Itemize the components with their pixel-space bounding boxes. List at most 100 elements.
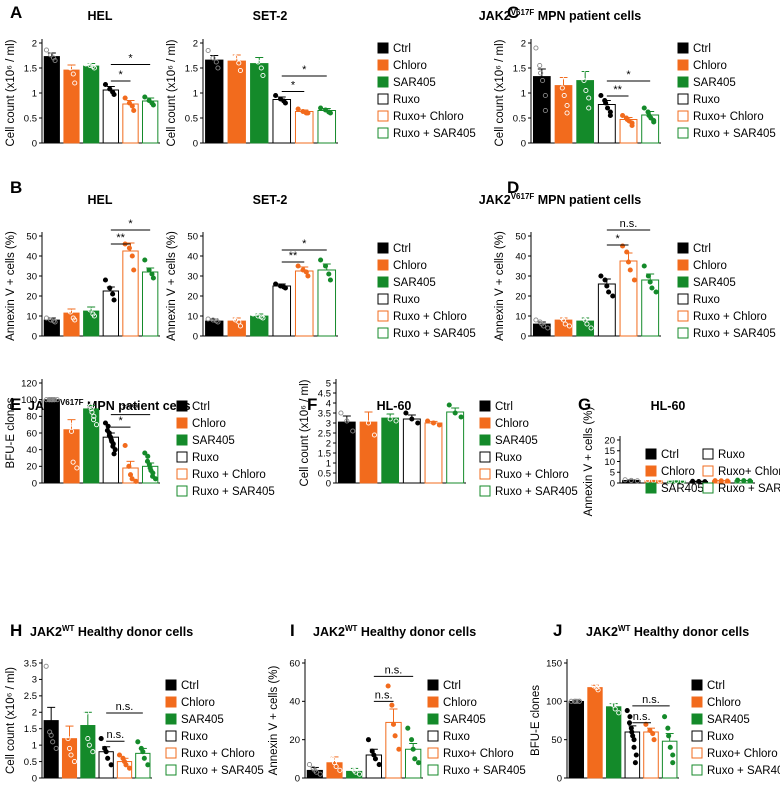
panel-label: D [507,178,519,197]
panel-h: H JAK2WT Healthy donor cells 0 0.5 1 1.5 2 2.5 3… [5,621,264,784]
data-point [586,95,592,101]
significance-label: * [128,218,133,230]
y-tick-label: 40 [26,445,37,456]
panel-j: J JAK2WT Healthy donor cells 0 50 100 150 BFU-… [530,621,780,784]
y-tick-label: 4.5 [318,388,331,399]
legend-label: Ruxo [393,294,420,306]
data-point [135,739,141,745]
data-point [645,477,651,483]
y-tick-label: 1.5 [24,724,37,735]
legend: Ctrl Chloro SAR405 Ruxo Ruxo + Chloro Ruxo + … [176,400,275,498]
data-point [89,409,95,415]
legend-label: Ctrl [693,243,711,255]
data-point [555,62,561,69]
data-point [50,739,56,745]
data-point [425,418,431,424]
data-point [365,420,372,426]
data-point [102,81,109,88]
panel-title-sup: WT [62,624,75,633]
legend-swatch [176,400,188,412]
bar [381,417,400,484]
legend-label: Ctrl [661,449,679,461]
data-point [649,285,655,291]
data-point [210,317,216,323]
y-tick-label: 0 [521,331,526,342]
y-tick-label: 0 [610,478,615,489]
legend-label: Ruxo + SAR405 [443,765,526,777]
data-point [405,725,411,731]
panel-label: F [307,395,317,414]
data-point [122,442,128,449]
panel-title: JAK2V617F MPN patient cells [479,8,642,23]
data-point [667,478,673,484]
panel-label: I [290,621,295,640]
legend-swatch [645,448,657,460]
panel-label: J [553,621,562,640]
bar [446,411,465,484]
y-tick-label: 0 [193,138,198,149]
data-point [606,694,612,701]
data-point [215,319,221,325]
significance-label: n.s. [106,729,124,741]
legend-label: Ruxo + SAR405 [393,328,476,340]
legend-label: Ctrl [495,401,513,413]
data-point [415,420,421,426]
panel-title-main: JAK2 [479,193,511,207]
data-point [91,65,97,71]
legend-label: Ruxo + SAR405 [718,483,780,495]
data-point [628,477,634,483]
data-point [63,57,69,64]
y-tick-label: 1 [193,88,198,99]
data-point [67,309,73,315]
data-point [228,313,234,319]
bar [359,421,378,484]
legend: Ctrl Chloro SAR405 Ruxo Ruxo+ Chloro Ruxo + S… [645,448,780,495]
y-tick-label: 10 [26,311,37,322]
legend: Ctrl Chloro SAR405 Ruxo Ruxo+ Chloro Ruxo + S… [677,42,776,140]
y-tick-label: 1.5 [513,63,526,74]
legend-label: SAR405 [661,483,704,495]
panel-title-rest: MPN patient cells [534,9,641,23]
data-point [561,92,567,99]
legend-swatch [427,696,439,708]
legend-label: Ruxo [443,731,470,743]
data-point [598,92,604,99]
data-point [603,100,609,106]
data-point [558,75,564,81]
legend-label: Ruxo [192,452,219,464]
data-point [430,420,437,426]
data-point [387,416,393,422]
panel-title-rest: MPN patient cells [534,193,641,207]
significance-label: ** [116,232,125,244]
data-point [140,749,146,755]
data-point [322,263,329,269]
data-point [317,771,323,777]
legend-swatch [479,400,491,412]
data-point [624,707,630,714]
data-point [102,420,109,426]
y-tick-label: 1.5 [24,63,37,74]
bar [102,290,120,337]
data-point [650,730,656,737]
bar [43,56,60,144]
legend-label: Chloro [707,697,741,709]
data-point [626,720,633,726]
data-point [559,85,565,91]
legend-label: Ctrl [693,43,711,55]
data-point [409,416,415,422]
data-point [622,477,628,483]
legend: Ctrl Chloro SAR405 Ruxo Ruxo + Chloro Ruxo + … [479,400,578,498]
data-point [129,103,135,109]
data-point [458,414,464,420]
y-tick-label: 0 [326,478,331,489]
data-point [631,744,637,750]
y-axis-label: Cell count (x10⁶ / ml) [5,39,17,146]
legend-swatch [165,764,177,776]
y-tick-label: 1.5 [185,63,198,74]
data-point [48,52,54,58]
panel-title-sup: WT [618,624,631,633]
y-tick-label: 50 [551,735,562,746]
panel-e: EJAK2V617F MPN patient cells020406080100… [5,378,275,498]
